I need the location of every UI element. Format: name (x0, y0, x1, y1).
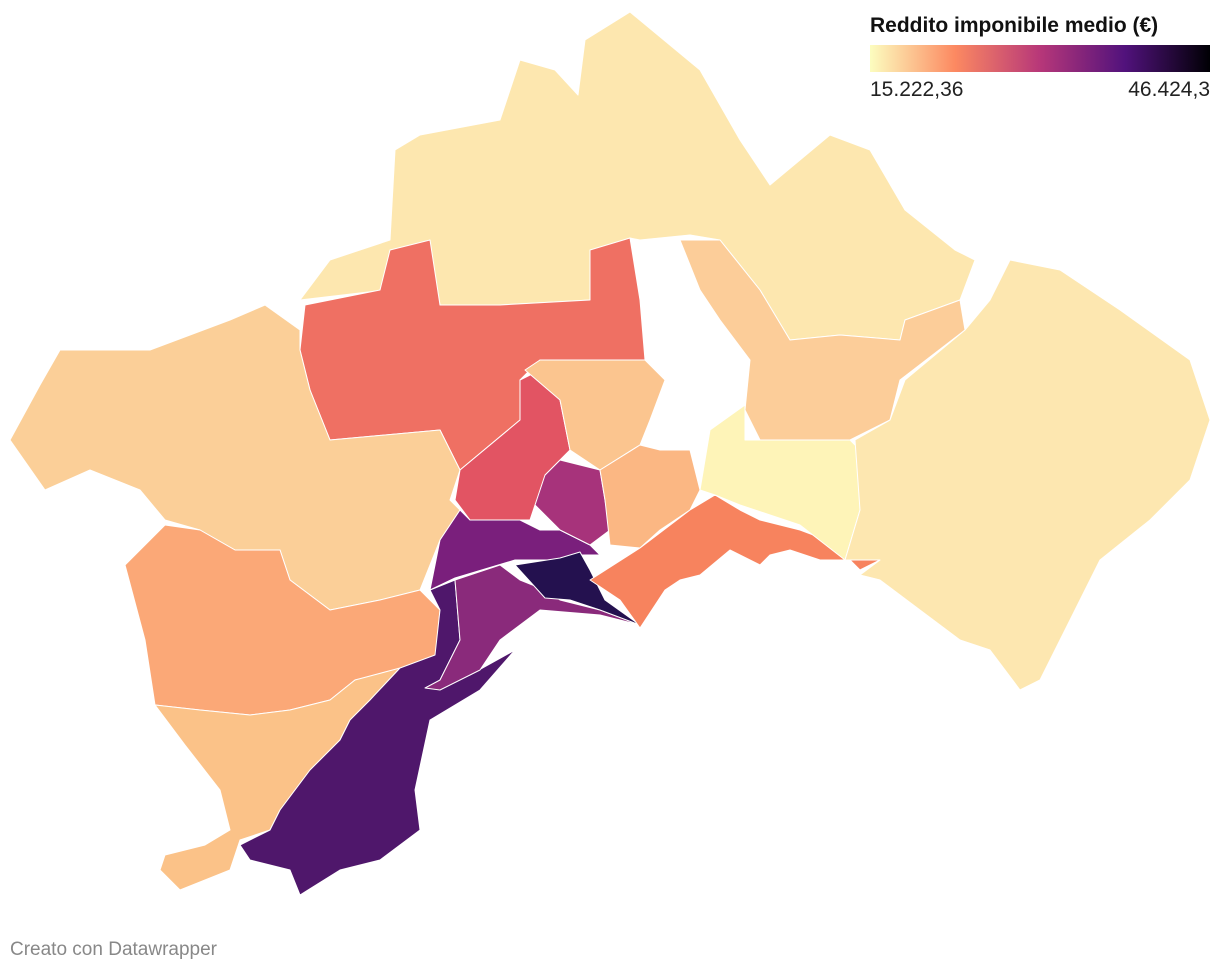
district (844, 259, 1211, 691)
districts (9, 11, 1211, 896)
footer: Creato con Datawrapper (10, 939, 218, 960)
legend-bar (870, 45, 1210, 72)
district (514, 551, 641, 626)
district (589, 494, 881, 629)
legend-max: 46.424,3 (1128, 78, 1210, 101)
district (424, 564, 641, 691)
district (679, 239, 966, 441)
legend-min: 15.222,36 (870, 78, 963, 101)
district (524, 359, 666, 471)
district (454, 369, 571, 521)
legend-title: Reddito imponibile medio (€) (870, 14, 1158, 37)
